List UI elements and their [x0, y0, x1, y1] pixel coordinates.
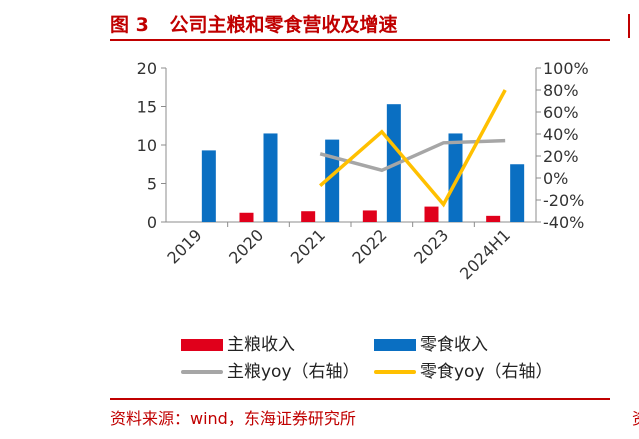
legend-label: 主粮yoy（右轴）: [227, 362, 360, 382]
bar-lingshi-income: [201, 150, 216, 222]
y-axis-right-tick-label: 100%: [543, 59, 589, 78]
chart-lines: [319, 89, 507, 208]
legend-label: 零食yoy（右轴）: [420, 362, 553, 382]
y-axis-left-tick-label: 0: [147, 213, 157, 232]
legend-swatch-gray: [181, 370, 223, 374]
bar-lingshi-income: [263, 133, 278, 222]
legend-label: 零食收入: [420, 335, 488, 355]
y-axis-left-tick-label: 5: [147, 175, 157, 194]
bar-zhuliang-income: [424, 206, 439, 222]
bar-lingshi-income: [510, 164, 525, 222]
legend-item-zhuliang-income: 主粮收入: [181, 330, 295, 355]
y-axis-right-tick-label: -40%: [543, 213, 584, 232]
legend-swatch-red: [181, 339, 223, 351]
y-axis-left-tick-label: 15: [137, 98, 157, 117]
figure-title: 图 3 公司主粮和零食营收及增速: [110, 10, 397, 37]
legend-item-lingshi-income: 零食收入: [374, 330, 488, 355]
y-axis-right-tick-label: -20%: [543, 191, 584, 210]
y-axis-right-tick-label: 60%: [543, 103, 579, 122]
chart-axes: [161, 67, 541, 227]
x-axis-tick-label: 2021: [287, 225, 329, 267]
adjacent-figure-edge: [628, 14, 639, 38]
y-axis-left-tick-label: 10: [137, 136, 157, 155]
figure-number: 图 3: [110, 14, 149, 36]
y-axis-right-tick-label: 0%: [543, 169, 568, 188]
title-rule: [110, 39, 610, 41]
line-lingshi-yoy: [319, 89, 507, 208]
x-axis-tick-label: 2022: [348, 225, 390, 267]
bar-zhuliang-income: [362, 210, 377, 222]
bar-zhuliang-income: [486, 215, 501, 222]
legend-label: 主粮收入: [227, 335, 295, 355]
y-axis-right-tick-label: 80%: [543, 81, 579, 100]
bar-lingshi-income: [325, 139, 340, 222]
x-axis-tick-label: 2024H1: [456, 225, 514, 283]
bar-zhuliang-income: [301, 211, 316, 222]
figure-title-text: 公司主粮和零食营收及增速: [169, 14, 398, 36]
chart-bars: [201, 104, 525, 222]
bar-lingshi-income: [448, 133, 463, 222]
bar-zhuliang-income: [239, 212, 254, 222]
y-axis-right-tick-label: 40%: [543, 125, 579, 144]
source-note: 资料来源：wind，东海证券研究所: [110, 409, 356, 428]
x-axis-tick-label: 2020: [225, 225, 267, 267]
legend-swatch-yellow: [374, 370, 416, 374]
x-axis-tick-label: 2019: [163, 225, 205, 267]
x-axis-tick-label: 2023: [410, 225, 452, 267]
legend-item-zhuliang-yoy: 主粮yoy（右轴）: [181, 357, 360, 382]
y-axis-right-tick-label: 20%: [543, 147, 579, 166]
line-zhuliang-yoy: [319, 138, 506, 173]
legend-item-lingshi-yoy: 零食yoy（右轴）: [374, 357, 553, 382]
adjacent-source-edge: 资: [632, 405, 639, 429]
source-rule: [110, 398, 610, 400]
legend-swatch-blue: [374, 339, 416, 351]
y-axis-left-tick-label: 20: [137, 59, 157, 78]
